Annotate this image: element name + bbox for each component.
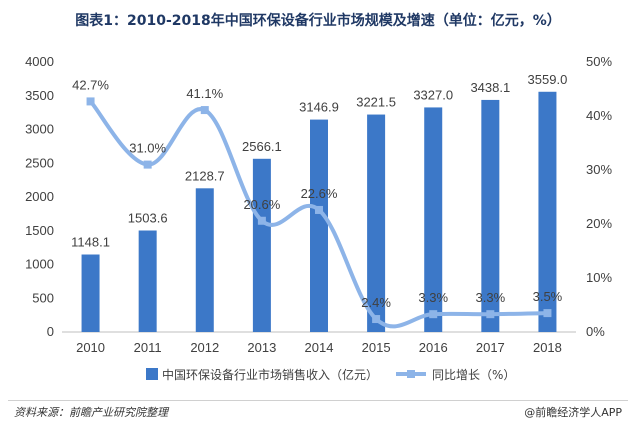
bar: [310, 119, 328, 332]
y-left-tick-label: 500: [32, 290, 54, 305]
line-data-label: 3.3%: [418, 290, 448, 305]
y-right-tick-label: 50%: [586, 54, 612, 69]
growth-point-marker: [543, 309, 552, 318]
x-tick-label: 2013: [247, 340, 276, 355]
legend-bar-label: 中国环保设备行业市场销售收入（亿元）: [162, 367, 378, 382]
x-tick-label: 2012: [190, 340, 219, 355]
growth-point-marker: [372, 315, 381, 324]
y-right-tick-label: 40%: [586, 108, 612, 123]
bar-data-label: 3221.5: [356, 95, 396, 110]
bar-data-label: 2128.7: [185, 168, 225, 183]
y-right-tick-label: 0%: [586, 324, 605, 339]
x-tick-label: 2011: [134, 340, 162, 355]
growth-point-marker: [315, 205, 323, 214]
growth-point-marker: [86, 97, 95, 106]
chart-title: 图表1：2010-2018年中国环保设备行业市场规模及增速（单位：亿元，%）: [75, 13, 561, 29]
bar: [81, 254, 100, 332]
growth-point-marker: [200, 106, 209, 115]
bar: [538, 91, 557, 332]
line-data-label: 22.6%: [301, 186, 338, 201]
bar-data-label: 3146.9: [299, 100, 339, 115]
growth-point-marker: [257, 216, 266, 225]
legend-line-label: 同比增长（%）: [432, 368, 515, 382]
bar-data-label: 3327.0: [413, 87, 453, 102]
y-left-tick-label: 1500: [25, 223, 54, 238]
bar: [424, 107, 443, 333]
bar-data-label: 3559.0: [528, 72, 568, 87]
footer-divider: [8, 400, 628, 401]
y-left-tick-label: 2000: [25, 189, 54, 204]
x-tick-label: 2017: [476, 340, 505, 355]
y-right-tick-label: 10%: [586, 270, 612, 285]
x-tick-label: 2015: [362, 340, 391, 355]
x-tick-label: 2010: [76, 340, 105, 355]
growth-point-marker: [143, 160, 152, 169]
x-tick-label: 2016: [419, 340, 448, 355]
growth-point-marker: [486, 310, 495, 319]
line-data-label: 31.0%: [129, 141, 166, 156]
legend-bar-swatch: [146, 368, 158, 380]
bar: [367, 114, 386, 332]
y-right-tick-label: 20%: [586, 216, 612, 231]
y-left-tick-label: 0: [47, 324, 54, 339]
bar-data-label: 1148.1: [71, 235, 110, 250]
line-data-label: 2.4%: [361, 295, 391, 310]
line-data-label: 3.5%: [533, 289, 563, 304]
bar-data-label: 3438.1: [470, 80, 510, 95]
line-data-label: 42.7%: [72, 77, 109, 92]
x-tick-label: 2014: [305, 340, 334, 355]
bar-data-label: 1503.6: [128, 211, 168, 226]
growth-point-marker: [429, 310, 438, 319]
bar: [252, 158, 271, 332]
line-data-label: 3.3%: [476, 290, 506, 305]
brand-credit: @前瞻经济学人APP: [524, 406, 622, 419]
y-left-tick-label: 3500: [25, 88, 54, 103]
bar: [481, 99, 500, 332]
source-note: 资料来源：前瞻产业研究院整理: [14, 406, 168, 419]
bar: [195, 188, 214, 332]
bar-data-label: 2566.1: [242, 139, 282, 154]
y-left-tick-label: 4000: [25, 54, 54, 69]
line-data-label: 20.6%: [243, 197, 280, 212]
y-left-tick-label: 3000: [25, 122, 54, 137]
y-left-tick-label: 1000: [25, 257, 54, 272]
y-right-tick-label: 30%: [586, 162, 612, 177]
y-left-tick-label: 2500: [25, 155, 54, 170]
bar: [138, 230, 157, 332]
legend-line-marker: [407, 370, 415, 378]
line-data-label: 41.1%: [186, 86, 223, 101]
growth-line: [88, 99, 550, 329]
x-tick-label: 2018: [533, 340, 562, 355]
